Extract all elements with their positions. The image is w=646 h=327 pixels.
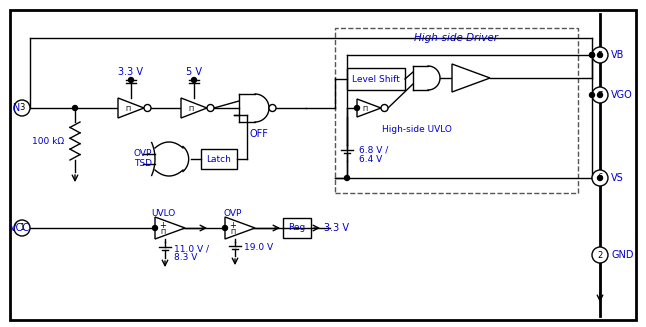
Circle shape <box>144 105 151 112</box>
Circle shape <box>592 87 608 103</box>
Text: VCC: VCC <box>10 223 30 233</box>
Circle shape <box>14 100 30 116</box>
Text: GND: GND <box>611 250 634 260</box>
Text: IN: IN <box>10 103 20 113</box>
Text: Π: Π <box>189 106 194 112</box>
Text: +: + <box>160 220 167 230</box>
Text: VS: VS <box>611 173 624 183</box>
Text: OVP: OVP <box>134 149 152 159</box>
Text: Reg: Reg <box>288 223 306 232</box>
Text: 6: 6 <box>598 174 603 182</box>
Text: 3.3 V: 3.3 V <box>118 67 143 77</box>
Circle shape <box>344 176 349 181</box>
Circle shape <box>598 93 603 97</box>
Polygon shape <box>155 217 185 239</box>
Text: 3: 3 <box>19 104 25 112</box>
Circle shape <box>72 106 78 111</box>
Text: 7: 7 <box>598 91 603 99</box>
Circle shape <box>381 105 388 112</box>
Polygon shape <box>118 98 144 118</box>
Text: High-side UVLO: High-side UVLO <box>382 126 452 134</box>
Text: 11.0 V /: 11.0 V / <box>174 245 209 253</box>
Text: Π: Π <box>362 106 368 112</box>
Text: Level Shift: Level Shift <box>352 75 400 83</box>
Text: OFF: OFF <box>249 129 269 139</box>
Text: 6.8 V /: 6.8 V / <box>359 146 388 154</box>
Circle shape <box>207 105 214 112</box>
Circle shape <box>222 226 227 231</box>
Circle shape <box>355 106 360 111</box>
Circle shape <box>590 53 594 58</box>
Text: OVP: OVP <box>224 210 242 218</box>
Bar <box>201 149 237 169</box>
Text: TSD: TSD <box>134 160 152 168</box>
Circle shape <box>152 226 158 231</box>
Text: VB: VB <box>611 50 625 60</box>
Circle shape <box>590 93 594 97</box>
Text: VGO: VGO <box>611 90 632 100</box>
Circle shape <box>191 77 196 82</box>
Text: 2: 2 <box>598 250 603 260</box>
Circle shape <box>598 176 603 181</box>
Bar <box>347 68 405 90</box>
Circle shape <box>592 47 608 63</box>
Circle shape <box>590 53 594 58</box>
Text: 8.3 V: 8.3 V <box>174 253 198 263</box>
Text: 3.3 V: 3.3 V <box>324 223 349 233</box>
Circle shape <box>592 247 608 263</box>
Text: 19.0 V: 19.0 V <box>244 244 273 252</box>
Text: Π: Π <box>125 106 130 112</box>
Circle shape <box>592 170 608 186</box>
Text: 6.4 V: 6.4 V <box>359 154 382 164</box>
Bar <box>283 218 311 238</box>
Text: UVLO: UVLO <box>151 210 175 218</box>
Polygon shape <box>181 98 207 118</box>
Text: +: + <box>229 220 236 230</box>
Circle shape <box>129 77 134 82</box>
Bar <box>335 28 578 193</box>
Text: 100 kΩ: 100 kΩ <box>32 136 64 146</box>
Circle shape <box>14 220 30 236</box>
Text: 5 V: 5 V <box>186 67 202 77</box>
Text: Π: Π <box>231 229 236 235</box>
Polygon shape <box>225 217 255 239</box>
Circle shape <box>269 105 276 112</box>
Text: 1: 1 <box>19 223 25 232</box>
Text: Latch: Latch <box>207 154 231 164</box>
Text: Π: Π <box>160 229 165 235</box>
Text: High-side Driver: High-side Driver <box>415 33 499 43</box>
Circle shape <box>598 53 603 58</box>
Polygon shape <box>357 99 381 117</box>
Text: 5: 5 <box>598 50 603 60</box>
Polygon shape <box>452 64 490 92</box>
